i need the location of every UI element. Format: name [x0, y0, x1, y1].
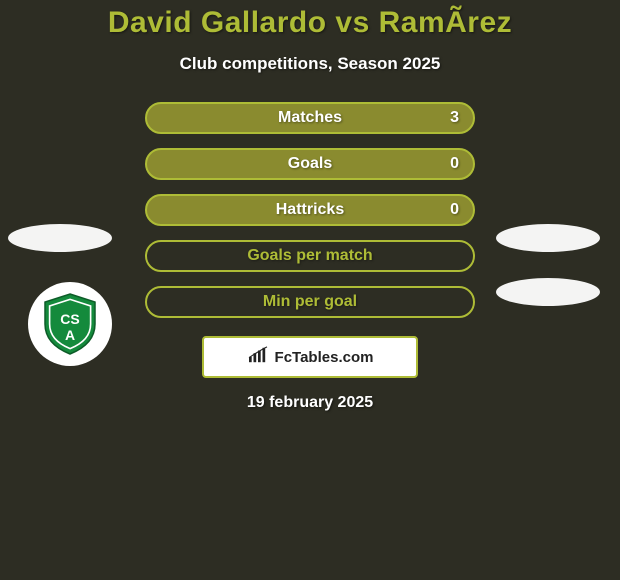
- stat-label: Hattricks: [276, 201, 344, 219]
- chart-icon: [247, 346, 269, 369]
- date-text: 19 february 2025: [247, 394, 373, 412]
- footer-brand-box: FcTables.com: [202, 336, 418, 378]
- stat-label: Goals: [288, 155, 332, 173]
- avatar-placeholder-right-2: [496, 278, 600, 306]
- avatar-placeholder-right-1: [496, 224, 600, 252]
- avatar-placeholder-left-1: [8, 224, 112, 252]
- page-title: David Gallardo vs RamÃ­rez: [108, 6, 512, 40]
- club-initials-top: CS: [60, 311, 79, 327]
- shield-icon: CS A: [41, 292, 99, 356]
- stat-row-min-per-goal: Min per goal: [145, 286, 475, 318]
- stat-value-left: 0: [450, 155, 459, 173]
- stat-row-hattricks: Hattricks 0: [145, 194, 475, 226]
- club-badge: CS A: [28, 282, 112, 366]
- content-container: David Gallardo vs RamÃ­rez Club competit…: [0, 0, 620, 580]
- footer-brand-text: FcTables.com: [275, 349, 374, 366]
- stat-label: Matches: [278, 109, 342, 127]
- stat-label: Min per goal: [263, 293, 357, 311]
- club-initials-bottom: A: [65, 327, 75, 343]
- stat-row-goals: Goals 0: [145, 148, 475, 180]
- stats-container: CS A Matches 3 Goals 0 Hattricks 0 Goals…: [0, 102, 620, 332]
- page-subtitle: Club competitions, Season 2025: [180, 54, 441, 74]
- stat-row-goals-per-match: Goals per match: [145, 240, 475, 272]
- stat-value-left: 3: [450, 109, 459, 127]
- stat-value-left: 0: [450, 201, 459, 219]
- stat-label: Goals per match: [247, 247, 372, 265]
- stat-row-matches: Matches 3: [145, 102, 475, 134]
